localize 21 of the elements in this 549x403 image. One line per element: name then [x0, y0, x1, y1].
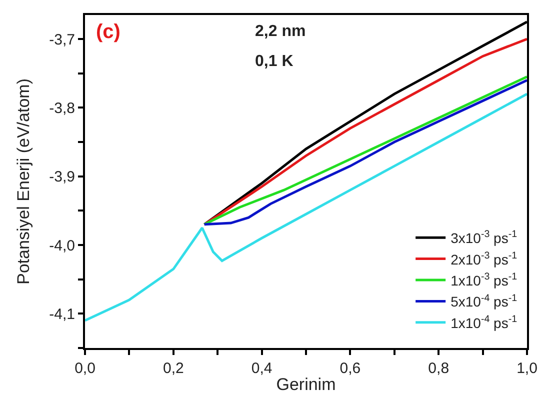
- annotation: (c): [96, 21, 120, 43]
- y-tick-label: -3,7: [49, 31, 75, 48]
- y-tick-label: -4,0: [49, 237, 75, 254]
- x-tick-label: 1,0: [516, 360, 538, 377]
- annotation: 0,1 K: [255, 53, 294, 70]
- legend-label: 1x10$^{-4}$ ps$^{-1}$: [450, 314, 518, 331]
- x-tick-label: 0,4: [251, 360, 272, 377]
- annotation: 2,2 nm: [255, 23, 306, 40]
- legend-label: 1x10$^{-3}$ ps$^{-1}$: [450, 272, 518, 288]
- legend-label: 3x10$^{-3}$ ps$^{-1}$: [450, 229, 518, 246]
- x-tick-label: 0,8: [428, 360, 450, 377]
- y-tick-label: -3,9: [49, 168, 75, 186]
- x-tick-label: 0,0: [74, 360, 96, 377]
- x-tick-label: 0,2: [162, 360, 184, 377]
- x-axis-title: Gerinim: [276, 374, 336, 394]
- x-tick-label: 0,6: [340, 360, 361, 377]
- y-axis-title: Potansiyel Enerji (eV/atom): [14, 78, 34, 284]
- legend-label: 2x10$^{-3}$ ps$^{-1}$: [450, 250, 518, 268]
- y-tick-label: -3,8: [49, 100, 75, 117]
- y-tick-label: -4,1: [49, 306, 75, 323]
- legend-label: 5x10$^{-4}$ ps$^{-1}$: [450, 292, 518, 310]
